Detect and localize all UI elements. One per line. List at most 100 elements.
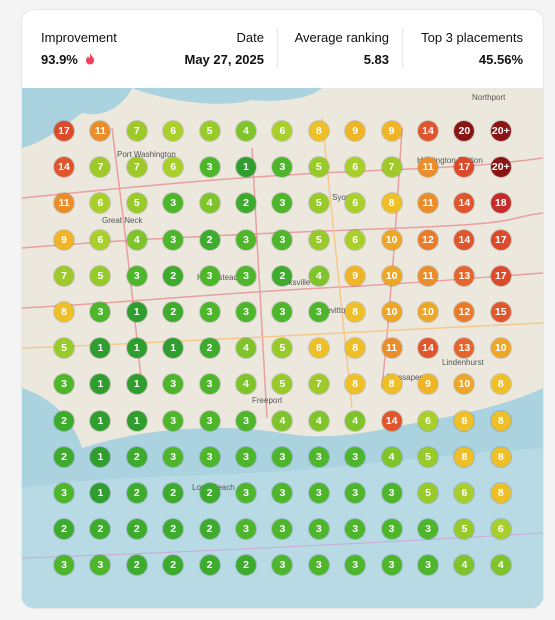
place-label: Great Neck: [102, 216, 143, 225]
rank-badge: 3: [90, 302, 111, 322]
rank-badge: 2: [54, 410, 74, 431]
rank-badge: 17: [54, 121, 74, 141]
rank-badge: 2: [163, 302, 184, 322]
rank-badge: 3: [308, 446, 329, 467]
rank-badge: 6: [163, 121, 184, 141]
rank-badge: 11: [418, 265, 438, 286]
rank-badge: 2: [126, 446, 147, 467]
rank-badge: 3: [236, 302, 256, 322]
rank-badge: 4: [199, 193, 220, 214]
rank-badge: 5: [308, 229, 329, 250]
rank-badge: 10: [418, 302, 438, 322]
rank-badge: 17: [490, 265, 511, 286]
rank-badge: 2: [126, 519, 147, 540]
rank-badge: 1: [236, 157, 256, 178]
rank-badge: 2: [236, 193, 256, 214]
rank-badge: 1: [126, 302, 147, 322]
rank-badge: 10: [454, 374, 475, 395]
rank-badge: 10: [490, 338, 511, 359]
rank-badge: 1: [163, 338, 184, 359]
rank-badge: 3: [345, 446, 366, 467]
place-label: Northport: [472, 93, 506, 102]
stat-value: 5.83: [363, 52, 389, 67]
rank-badge: 3: [199, 410, 220, 431]
rank-badge: 7: [54, 265, 74, 286]
rank-badge: 5: [418, 483, 438, 503]
rank-badge: 15: [490, 302, 511, 322]
rank-badge: 2: [199, 555, 220, 576]
rank-badge: 4: [381, 446, 402, 467]
rank-badge: 11: [418, 193, 438, 214]
rank-badge: 2: [163, 265, 184, 286]
rank-badge: 20+: [490, 157, 511, 178]
rank-badge: 8: [308, 121, 329, 141]
rank-badge: 3: [163, 374, 184, 395]
rank-badge: 1: [90, 410, 111, 431]
rank-badge: 9: [54, 229, 74, 250]
rank-badge: 2: [199, 229, 220, 250]
rank-badge: 3: [308, 519, 329, 540]
place-label: Hicksville: [277, 278, 311, 287]
rank-card: Improvement 93.9% Date May 27, 2025 Aver…: [22, 10, 543, 608]
rank-badge: 5: [54, 338, 74, 359]
rank-badge: 1: [126, 374, 147, 395]
rank-badge: 4: [490, 555, 511, 576]
rank-badge: 14: [381, 410, 402, 431]
rank-badge: 9: [418, 374, 438, 395]
rank-badge: 4: [308, 410, 329, 431]
rank-badge: 3: [272, 446, 293, 467]
rank-badge: 8: [490, 410, 511, 431]
rank-badge: 17: [490, 229, 511, 250]
rank-badge: 8: [490, 446, 511, 467]
rank-badge: 3: [345, 519, 366, 540]
stat-label: Date: [236, 30, 264, 45]
divider: [277, 28, 278, 68]
rank-badge: 7: [308, 374, 329, 395]
rank-badge: 3: [236, 229, 256, 250]
place-label: Massapequa: [387, 373, 433, 382]
rank-badge: 9: [345, 265, 366, 286]
rank-badge: 11: [418, 157, 438, 178]
rank-badge: 3: [308, 555, 329, 576]
rank-badge: 3: [272, 157, 293, 178]
rank-badge: 10: [381, 302, 402, 322]
place-label: Levittown: [322, 306, 356, 315]
rank-badge: 5: [199, 121, 220, 141]
stat-value: 93.9%: [41, 52, 117, 67]
rank-badge: 3: [90, 555, 111, 576]
rank-badge: 9: [345, 121, 366, 141]
rank-badge: 3: [418, 555, 438, 576]
rank-badge: 3: [199, 374, 220, 395]
rank-badge: 6: [90, 193, 111, 214]
rank-badge: 4: [236, 338, 256, 359]
rank-badge: 3: [199, 265, 220, 286]
rank-badge: 1: [90, 446, 111, 467]
rank-badge: 12: [454, 302, 475, 322]
rank-badge: 3: [272, 193, 293, 214]
rank-badge: 9: [381, 121, 402, 141]
place-label: Huntington Station: [417, 156, 483, 165]
rank-badge: 1: [90, 483, 111, 503]
rank-badge: 6: [345, 157, 366, 178]
rank-badge: 13: [454, 265, 475, 286]
rank-badge: 2: [163, 555, 184, 576]
rank-badge: 8: [345, 338, 366, 359]
rank-badge: 3: [272, 229, 293, 250]
rank-badge: 2: [126, 483, 147, 503]
place-label: Lindenhurst: [442, 358, 484, 367]
rank-badge: 5: [272, 338, 293, 359]
rank-badge: 20: [454, 121, 475, 141]
rank-badge: 3: [54, 374, 74, 395]
rank-badge: 3: [163, 193, 184, 214]
rank-badge: 3: [236, 483, 256, 503]
rank-badge: 2: [199, 338, 220, 359]
rank-badge: 7: [90, 157, 111, 178]
rank-badge: 5: [272, 374, 293, 395]
stat-label: Average ranking: [294, 30, 389, 45]
rank-badge: 1: [126, 338, 147, 359]
rank-badge: 3: [163, 410, 184, 431]
rank-badge: 8: [345, 374, 366, 395]
place-label: Port Washington: [117, 150, 176, 159]
